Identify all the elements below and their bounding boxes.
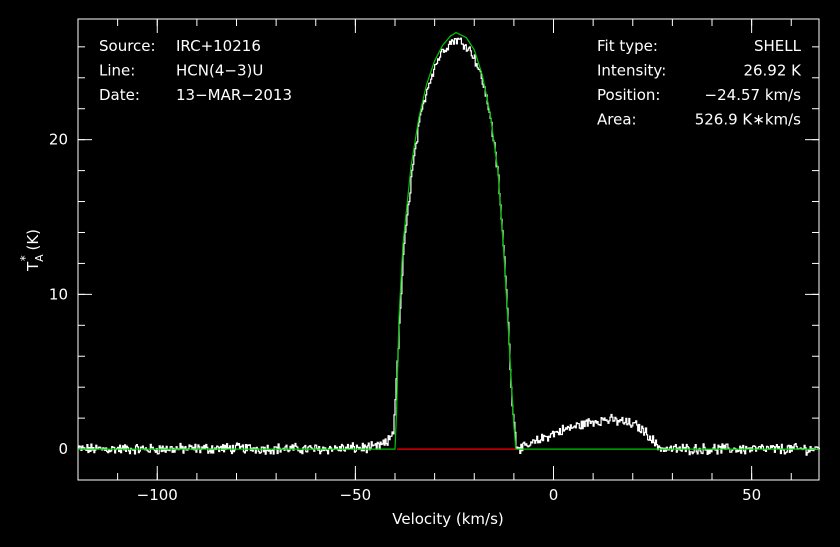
info-left-key: Line: (99, 62, 135, 80)
y-axis-label-unit: (K) (24, 229, 42, 255)
y-tick-label: 0 (58, 440, 68, 458)
series-layer (78, 31, 820, 456)
y-axis-label: TA* (K) (18, 229, 46, 272)
info-left-value: IRC+10216 (176, 37, 261, 55)
y-axis-label-sup: * (18, 255, 32, 261)
y-tick-label: 20 (49, 131, 68, 149)
info-right-value: 526.9 K∗km/s (695, 111, 801, 129)
info-right-key: Area: (597, 111, 637, 129)
info-right-key: Intensity: (597, 62, 666, 80)
info-left-value: 13−MAR−2013 (176, 86, 292, 104)
y-axis-label-main: T (24, 261, 42, 272)
info-right-key: Position: (597, 86, 660, 104)
info-left-key: Source: (99, 37, 156, 55)
shell-fit-line (78, 31, 819, 450)
observed-spectrum-line (78, 37, 820, 456)
x-tick-label: 50 (742, 486, 761, 504)
x-axis-label: Velocity (km/s) (392, 510, 503, 528)
info-right-value: 26.92 K (743, 62, 802, 80)
info-panel: Source: IRC+10216 Line: HCN(4−3)U Date: 13−MA… (99, 37, 802, 129)
y-tick-label: 10 (49, 285, 68, 303)
axis-ticks: −100 −50 0 50 0 10 20 (49, 19, 819, 504)
info-left-value: HCN(4−3)U (176, 62, 263, 80)
x-tick-label: −50 (340, 486, 372, 504)
info-right-value: −24.57 km/s (705, 86, 802, 104)
x-tick-label: −100 (137, 486, 178, 504)
info-right-key: Fit type: (597, 37, 658, 55)
y-axis-label-sub: A (33, 254, 46, 262)
info-left-key: Date: (99, 86, 140, 104)
info-right-value: SHELL (754, 37, 802, 55)
plot-frame (77, 18, 820, 481)
x-tick-label: 0 (549, 486, 559, 504)
